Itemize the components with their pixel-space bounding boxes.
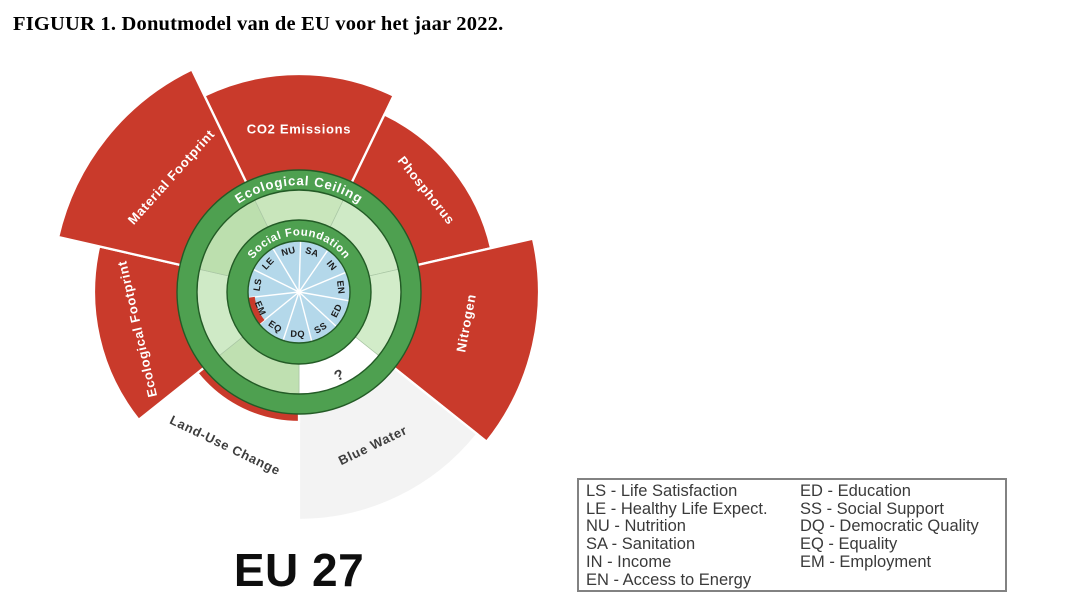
legend-item-EQ: EQ - Equality <box>800 535 898 554</box>
social-wedge-dividers <box>248 241 350 342</box>
legend-item-SS: SS - Social Support <box>800 499 944 518</box>
social-label-LS: LS <box>252 278 264 292</box>
wedge-divider <box>298 291 337 328</box>
legend-column-2: ED - Education SS - Social Support DQ - De… <box>800 482 1005 590</box>
eco-label-land-use-change: Land-Use Change <box>167 412 283 478</box>
social-label-DQ: DQ <box>290 329 305 339</box>
wedge-divider <box>248 291 300 299</box>
social-label-NU: NU <box>280 245 296 258</box>
ring-outline <box>247 240 351 344</box>
region-label: EU 27 <box>233 544 365 596</box>
wedge-divider <box>298 249 329 293</box>
wedge-divider <box>298 291 313 342</box>
wedge-divider <box>298 291 350 302</box>
wedge-divider <box>272 247 300 293</box>
wedge-divider <box>282 291 300 341</box>
wedge-divider <box>298 271 347 293</box>
figure-title: FIGUUR 1. Donutmodel van de EU voor het … <box>13 13 504 35</box>
legend-item-IN: IN - Income <box>586 552 672 571</box>
eco-label-co2-emissions: CO2 Emissions <box>247 122 351 137</box>
legend-item-EN: EN - Access to Energy <box>586 570 752 589</box>
center-dot <box>296 289 302 295</box>
shortfall-arc-EM <box>247 296 265 325</box>
legend-box: LS - Life Satisfaction LE - Healthy Life … <box>577 478 1007 592</box>
ecological-ceiling-ring <box>177 170 421 414</box>
wedge-divider <box>252 268 300 293</box>
legend-item-LE: LE - Healthy Life Expect. <box>586 499 768 518</box>
legend-item-SA: SA - Sanitation <box>586 535 696 554</box>
wedge-divider <box>258 291 300 325</box>
ring-outline <box>226 219 372 365</box>
legend-item-LS: LS - Life Satisfaction <box>586 482 738 500</box>
ring-outline <box>196 189 402 395</box>
wedge-divider <box>298 241 302 293</box>
ring-outline <box>176 169 422 415</box>
legend-item-EM: EM - Employment <box>800 552 932 571</box>
social-label-IN: IN <box>325 258 339 272</box>
legend-item-DQ: DQ - Democratic Quality <box>800 517 979 536</box>
social-foundation-ring <box>227 220 371 364</box>
social-label-EN: EN <box>335 280 346 295</box>
legend-item-ED: ED - Education <box>800 482 911 500</box>
ecological-wedges <box>56 67 541 522</box>
social-label-SA: SA <box>304 245 320 259</box>
legend-item-NU: NU - Nutrition <box>586 517 686 536</box>
legend-column-1: LS - Life Satisfaction LE - Healthy Life … <box>586 482 800 590</box>
